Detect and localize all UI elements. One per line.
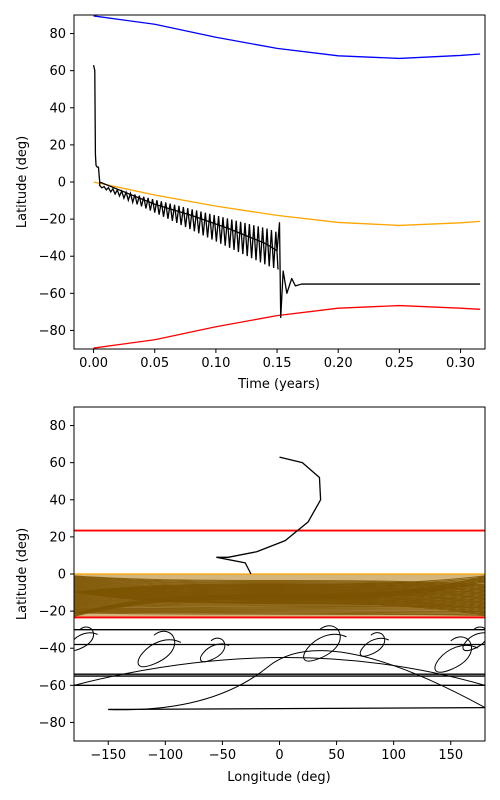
top-x-tick-label: 0.05	[140, 356, 169, 371]
top-x-tick-label: 0.30	[446, 356, 475, 371]
top-chart: 0.00 0.05 0.10 0.15 0.20 0.25 0.30 −80 −60 −40 −2…	[15, 14, 486, 392]
bot-y-tick-label: −60	[39, 679, 66, 694]
bot-series-line	[108, 706, 485, 711]
top-y-tick-label: −20	[39, 213, 66, 228]
bot-series-line	[216, 456, 322, 575]
bottom-band-track	[74, 612, 485, 616]
bottom-band-track	[74, 604, 485, 608]
top-series-oscillation	[99, 181, 279, 270]
top-x-tick-label: 0.10	[201, 356, 230, 371]
top-x-tick-label: 0.25	[385, 356, 414, 371]
top-series-line	[93, 304, 481, 349]
bottom-loop	[199, 637, 230, 663]
bottom-band-track	[74, 576, 485, 615]
bottom-band-track	[74, 575, 485, 593]
bottom-band-track	[74, 580, 485, 617]
bottom-loop	[74, 626, 98, 652]
top-y-axis-label: Latitude (deg)	[15, 136, 30, 228]
bottom-band-track	[74, 596, 485, 604]
bottom-band-track	[74, 582, 485, 597]
bottom-band-track	[74, 578, 485, 595]
bot-x-tick-label: 50	[328, 748, 345, 763]
top-series-line	[92, 64, 481, 319]
bot-x-tick-label: 150	[438, 748, 463, 763]
top-y-tick-label: 80	[49, 27, 66, 42]
bot-x-tick-label: −150	[90, 748, 126, 763]
bottom-band-track	[74, 579, 485, 595]
bottom-loop	[137, 630, 182, 667]
top-series-line	[93, 15, 481, 60]
bot-y-tick-label: −40	[39, 642, 66, 657]
bottom-band-track	[74, 605, 485, 609]
bottom-band-track	[74, 576, 485, 594]
bottom-band-track	[74, 608, 485, 610]
top-y-tick-label: 40	[49, 101, 66, 116]
bot-y-tick-label: 20	[49, 530, 66, 545]
bottom-band-track	[74, 611, 485, 615]
bot-y-tick-label: 80	[49, 419, 66, 434]
bot-y-tick-label: 60	[49, 456, 66, 471]
bottom-loop	[434, 636, 478, 673]
bottom-arc	[74, 657, 485, 686]
top-y-tick-label: −40	[39, 250, 66, 265]
bottom-band-track	[74, 607, 485, 610]
bottom-loop	[462, 626, 485, 652]
bot-x-tick-label: 100	[381, 748, 406, 763]
bottom-y-axis-label: Latitude (deg)	[15, 528, 30, 620]
bottom-x-axis-label: Longitude (deg)	[227, 770, 330, 785]
bottom-arc	[108, 650, 485, 711]
bottom-band-track	[74, 578, 485, 616]
bottom-loop	[359, 632, 390, 657]
bottom-band-track	[74, 575, 485, 615]
bot-x-tick-label: 0	[275, 748, 283, 763]
bottom-band-track	[74, 610, 485, 613]
top-x-axis-label: Time (years)	[237, 377, 320, 392]
top-y-tick-label: 0	[58, 176, 66, 191]
bottom-band-track	[74, 611, 485, 614]
top-y-tick-label: 60	[49, 64, 66, 79]
top-x-tick-label: 0.15	[263, 356, 292, 371]
top-plot-area	[74, 15, 485, 349]
bot-x-tick-label: −100	[147, 748, 183, 763]
top-y-tick-label: 20	[49, 138, 66, 153]
top-x-tick-label: 0.20	[324, 356, 353, 371]
bottom-chart: −150 −100 −50 0 50 100 150 −80 −60 −40 −20 0 20 40 60…	[15, 406, 486, 785]
top-x-tick-label: 0.00	[79, 356, 108, 371]
bottom-band-track	[74, 580, 485, 596]
bottom-band-track	[74, 579, 485, 617]
top-y-tick-label: −80	[39, 324, 66, 339]
bot-x-tick-label: −50	[209, 748, 236, 763]
bot-y-tick-label: −80	[39, 716, 66, 731]
top-y-tick-label: −60	[39, 287, 66, 302]
bot-y-tick-label: −20	[39, 605, 66, 620]
bot-y-tick-label: 0	[58, 568, 66, 583]
top-series-line	[93, 181, 481, 227]
bot-y-tick-label: 40	[49, 493, 66, 508]
